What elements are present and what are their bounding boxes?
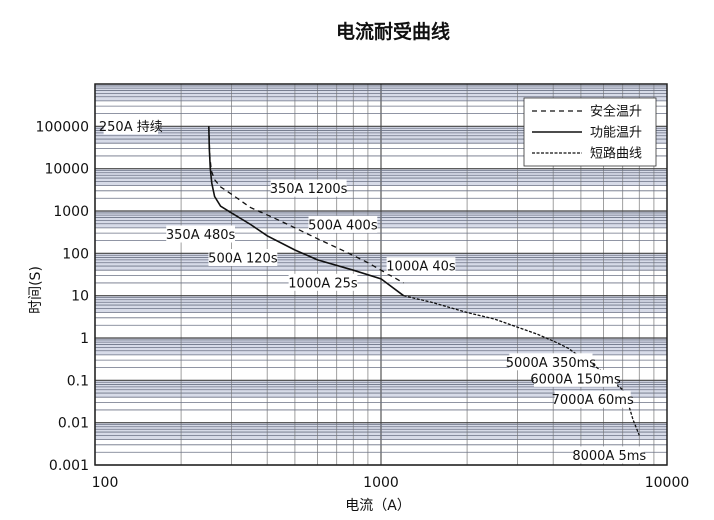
axis-ticks: 100 1000 10000 0.001 0.01 0.1 1 10 100 1000 10000 1… — [36, 119, 690, 491]
y-tick-label: 1 — [80, 331, 89, 347]
legend-label: 安全温升 — [590, 104, 642, 120]
annotation-label: 350A 480s — [166, 228, 236, 243]
annotations: 250A 持续 350A 1200s 500A 400s 1000A 40s 350A … — [99, 117, 646, 464]
annotation-bg — [166, 225, 236, 243]
chart-title: 电流耐受曲线 — [336, 20, 450, 43]
series-line-1 — [208, 126, 404, 284]
y-tick-label: 10 — [71, 289, 89, 305]
y-tick-label: 100000 — [36, 119, 89, 135]
annotation-bg — [554, 390, 631, 408]
annotation-label: 5000A 350ms — [506, 356, 597, 371]
legend-label: 短路曲线 — [590, 146, 642, 162]
annotation-label: 500A 400s — [308, 218, 378, 233]
annotation-bg — [574, 446, 644, 464]
y-tick-label: 0.001 — [49, 458, 89, 474]
plot-frame — [94, 83, 668, 466]
annotation-label: 1000A 40s — [386, 260, 456, 275]
annotation-label: 350A 1200s — [270, 182, 348, 197]
y-axis-label: 时间(S) — [28, 266, 44, 314]
annotation-label: 8000A 5ms — [572, 449, 646, 464]
annotation-label: 6000A 150ms — [530, 372, 621, 387]
y-tick-label: 0.1 — [67, 373, 89, 389]
x-tick-label: 10000 — [645, 475, 690, 491]
y-tick-label: 10000 — [44, 162, 89, 178]
annotation-bg — [103, 117, 159, 135]
annotation-bg — [308, 215, 378, 233]
annotation-bg — [270, 179, 347, 197]
annotation-bg — [533, 369, 618, 387]
annotation-label: 250A 持续 — [99, 120, 163, 135]
x-tick-label: 100 — [92, 475, 119, 491]
annotation-bg — [509, 353, 593, 371]
annotation-label: 500A 120s — [208, 251, 278, 266]
annotation-label: 7000A 60ms — [552, 393, 634, 408]
y-tick-label: 1000 — [53, 204, 89, 220]
y-tick-label: 100 — [62, 246, 89, 262]
grid-lines — [94, 83, 668, 466]
annotation-bg — [386, 257, 456, 275]
annotation-bg — [288, 273, 358, 291]
annotation-bg — [208, 248, 278, 266]
x-axis-label: 电流（A） — [345, 498, 411, 514]
x-tick-label: 1000 — [363, 475, 399, 491]
y-tick-label: 0.01 — [58, 416, 89, 432]
series-line-2 — [208, 126, 405, 297]
annotation-label: 1000A 25s — [288, 276, 358, 291]
legend-label: 功能温升 — [590, 126, 642, 141]
